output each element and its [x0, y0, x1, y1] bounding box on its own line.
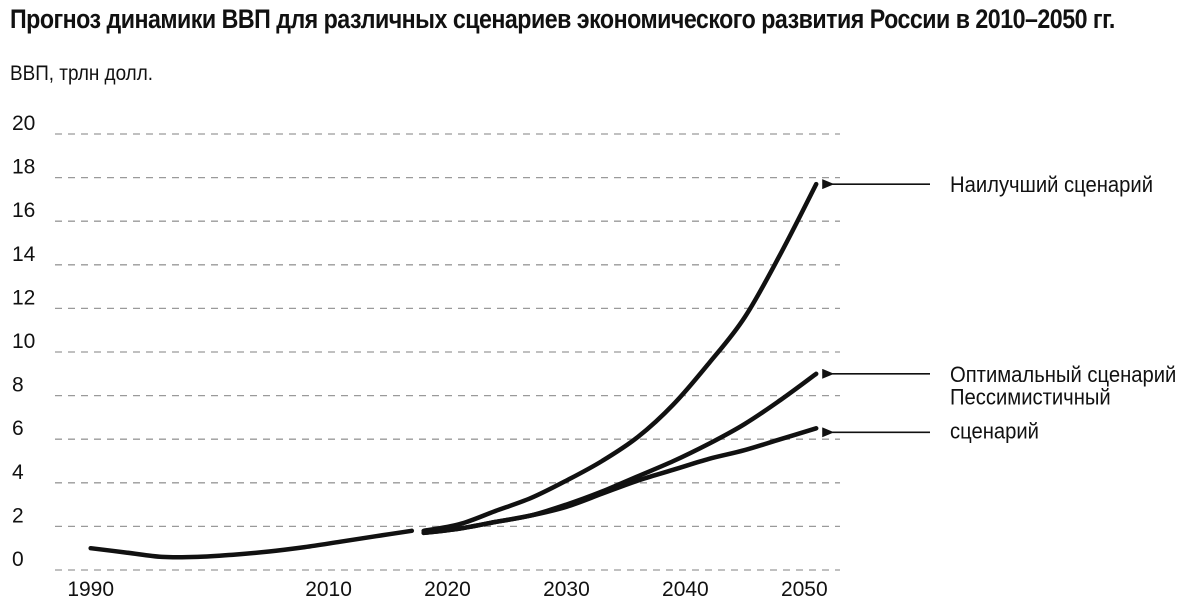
x-tick-labels: 1990 2010 2020 2030 2040 2050 [67, 578, 827, 601]
optimal-scenario-label: Оптимальный сценарий [950, 363, 1176, 387]
optimal-scenario-line [421, 371, 819, 536]
y-tick-label: 20 [12, 112, 35, 135]
x-tick-label: 2010 [305, 578, 352, 601]
y-tick-label: 2 [12, 504, 24, 527]
series-lines [88, 181, 819, 560]
series-labels: Наилучший сценарий Оптимальный сценарийПе… [822, 173, 1176, 444]
chart-title: Прогноз динамики ВВП для различных сцена… [10, 4, 1115, 34]
x-tick-label: 2040 [662, 578, 709, 601]
x-tick-label: 1990 [67, 578, 114, 601]
pessimistic-scenario-line [421, 426, 819, 536]
y-tick-labels: 0 2 4 6 8 10 12 14 16 18 20 [12, 112, 36, 571]
y-tick-label: 8 [12, 374, 24, 397]
y-tick-label: 12 [12, 286, 35, 309]
y-tick-label: 4 [12, 461, 24, 484]
pessimistic-scenario-label: сценарий [950, 420, 1039, 444]
grid-lines [55, 133, 840, 571]
y-tick-label: 16 [12, 199, 35, 222]
y-tick-label: 14 [12, 243, 36, 266]
y-tick-label: 0 [12, 548, 24, 571]
best-scenario-label: Наилучший сценарий [950, 173, 1153, 197]
x-tick-label: 2050 [781, 578, 828, 601]
y-axis-label: ВВП, трлн долл. [10, 62, 153, 85]
historical-line [88, 528, 415, 560]
best-scenario-line [421, 181, 819, 534]
pessimistic-scenario-label: Пессимистичный [950, 386, 1111, 410]
x-tick-label: 2020 [424, 578, 471, 601]
x-tick-label: 2030 [543, 578, 590, 601]
y-tick-label: 18 [12, 156, 35, 179]
y-tick-label: 10 [12, 330, 35, 353]
y-tick-label: 6 [12, 417, 24, 440]
